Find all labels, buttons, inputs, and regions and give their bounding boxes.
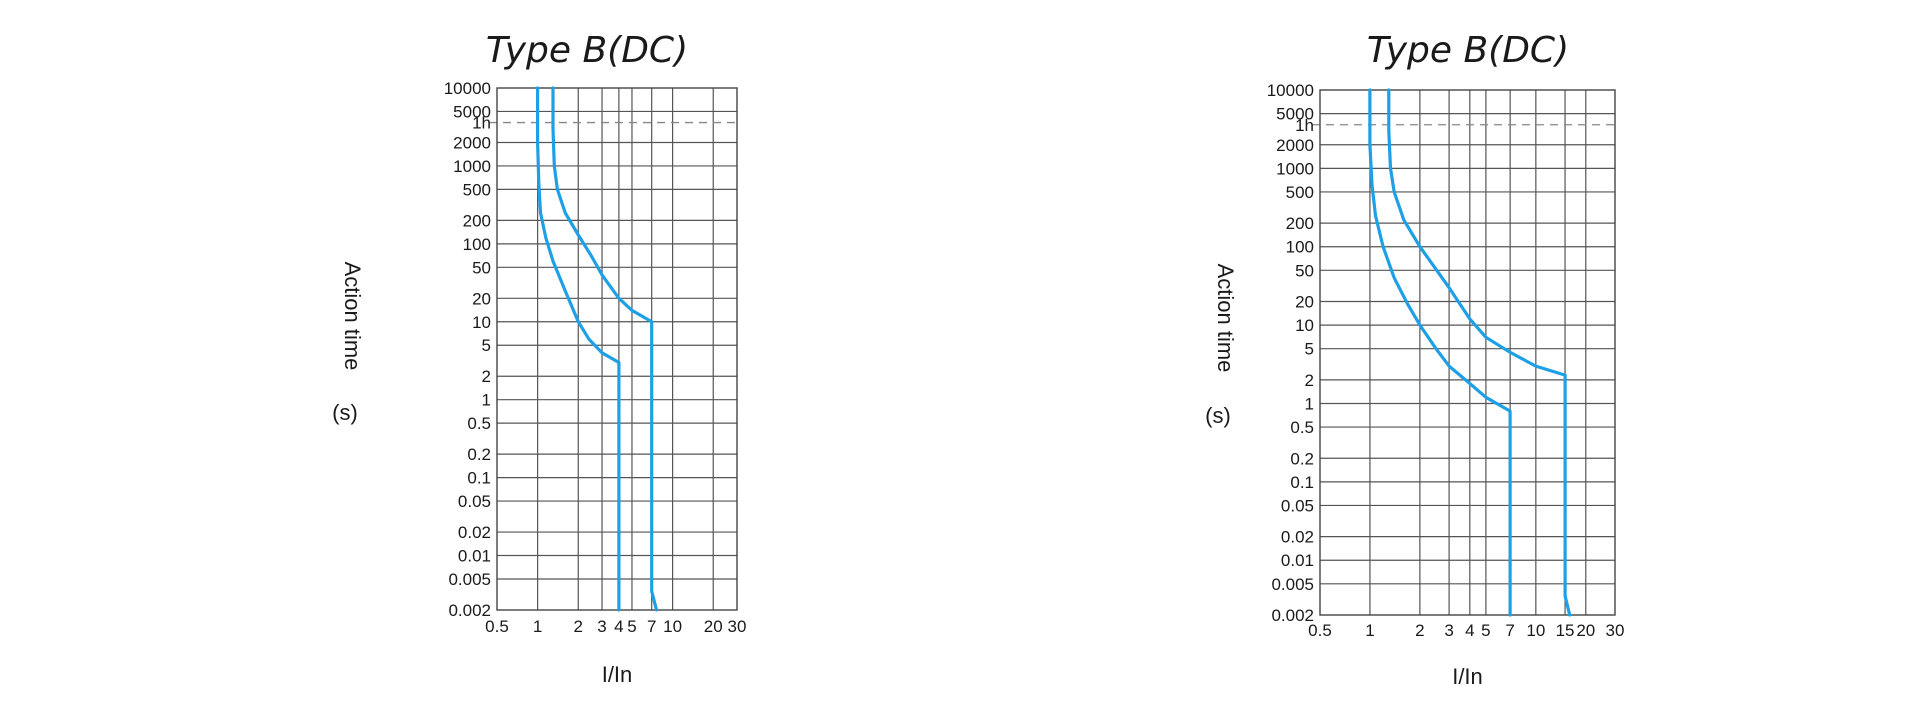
y-tick-label: 0.1	[467, 469, 491, 488]
y-tick-label: 1	[482, 391, 491, 410]
x-tick-label: 30	[728, 617, 747, 636]
y-tick-label: 500	[463, 180, 491, 199]
y-tick-label: 2	[482, 367, 491, 386]
y-tick-label: 2	[1305, 371, 1314, 390]
y-tick-label: 100	[463, 235, 491, 254]
y-tick-label: 0.002	[448, 601, 491, 620]
y-tick-label: 200	[1286, 214, 1314, 233]
y-tick-label: 100	[1286, 238, 1314, 257]
y-tick-label: 10000	[1267, 81, 1314, 100]
y-axis-unit: (s)	[1205, 403, 1231, 428]
y-tick-label: 2000	[1276, 136, 1314, 155]
x-tick-label: 4	[614, 617, 623, 636]
y-tick-label: 5000	[1276, 105, 1314, 124]
x-tick-label: 7	[1505, 621, 1514, 640]
y-tick-label: 200	[463, 211, 491, 230]
x-tick-label: 7	[647, 617, 656, 636]
y-tick-label: 0.002	[1271, 606, 1314, 625]
y-tick-label: 0.1	[1290, 473, 1314, 492]
x-tick-label: 0.5	[1308, 621, 1332, 640]
y-tick-label: 20	[1295, 293, 1314, 312]
x-tick-label: 15	[1556, 621, 1575, 640]
x-tick-label: 1	[1365, 621, 1374, 640]
y-tick-label: 5	[1305, 340, 1314, 359]
y-tick-label: 10	[472, 313, 491, 332]
y-axis-unit: (s)	[332, 400, 358, 425]
x-tick-label: 20	[1576, 621, 1595, 640]
chart-left: Type B(DC) I/In Action time (s) 0.5 1 2 3 4 5…	[332, 30, 746, 687]
y-tick-label: 2000	[453, 133, 491, 152]
y-tick-label: 0.2	[467, 445, 491, 464]
x-tick-label: 3	[1444, 621, 1453, 640]
x-axis-label: I/In	[1452, 664, 1483, 689]
y-tick-label: 0.01	[1281, 551, 1314, 570]
y-axis-label: Action time	[340, 262, 365, 371]
y-tick-label: 5	[482, 336, 491, 355]
y-tick-label: 0.02	[1281, 528, 1314, 547]
grid	[489, 88, 737, 610]
x-tick-label: 1	[533, 617, 542, 636]
y-tick-label: 1000	[453, 157, 491, 176]
y-tick-label: 20	[472, 289, 491, 308]
y-tick-label: 1000	[1276, 159, 1314, 178]
y-tick-label: 0.01	[458, 547, 491, 566]
plot-frame	[496, 87, 738, 611]
chart-title: Type B(DC)	[486, 30, 688, 71]
y-tick-label: 0.5	[1290, 418, 1314, 437]
chart-title: Type B(DC)	[1367, 30, 1569, 71]
curve-lower	[536, 86, 621, 612]
y-tick-label: 0.2	[1290, 449, 1314, 468]
x-tick-label: 2	[1415, 621, 1424, 640]
y-tick-label: 50	[472, 258, 491, 277]
y-tick-label: 0.5	[467, 414, 491, 433]
x-tick-label: 10	[1526, 621, 1545, 640]
y-tick-label: 10	[1295, 316, 1314, 335]
x-tick-label: 30	[1606, 621, 1625, 640]
grid	[1312, 90, 1615, 615]
chart-right: Type B(DC) I/In Action time (s) 0.5 1 2 3 4 5…	[1205, 30, 1624, 689]
y-tick-label: 0.02	[458, 523, 491, 542]
y-tick-label: 0.005	[1271, 575, 1314, 594]
y-tick-label: 0.05	[458, 492, 491, 511]
reference-line-label: 1h	[472, 114, 491, 133]
x-tick-label: 0.5	[485, 617, 509, 636]
y-tick-label: 10000	[444, 79, 491, 98]
curve-upper	[1387, 88, 1572, 617]
x-tick-label: 5	[627, 617, 636, 636]
y-tick-label: 0.005	[448, 570, 491, 589]
plot-frame	[1319, 89, 1616, 616]
y-tick-label: 0.05	[1281, 496, 1314, 515]
x-tick-label: 10	[663, 617, 682, 636]
x-axis-label: I/In	[602, 662, 633, 687]
y-axis-label: Action time	[1213, 264, 1238, 373]
y-tick-label: 500	[1286, 183, 1314, 202]
reference-line-label: 1h	[1295, 116, 1314, 135]
curve-upper	[551, 86, 659, 612]
x-tick-label: 20	[704, 617, 723, 636]
y-tick-label: 1	[1305, 394, 1314, 413]
x-tick-label: 2	[574, 617, 583, 636]
x-tick-label: 3	[597, 617, 606, 636]
curve-lower	[1368, 88, 1512, 617]
x-tick-label: 4	[1465, 621, 1474, 640]
y-tick-label: 5000	[453, 102, 491, 121]
y-tick-label: 50	[1295, 261, 1314, 280]
x-tick-label: 5	[1481, 621, 1490, 640]
